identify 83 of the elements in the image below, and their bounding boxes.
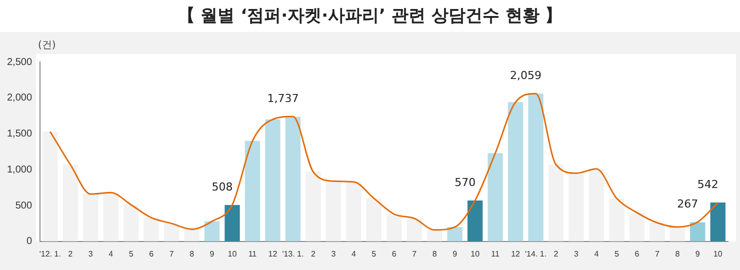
bar (710, 202, 726, 242)
bar (488, 153, 503, 242)
bar (164, 223, 180, 242)
x-tick-label: 10 (470, 249, 480, 258)
x-tick-label: 5 (614, 249, 620, 258)
bar (548, 164, 564, 242)
y-tick-label: 500 (15, 200, 32, 212)
x-tick-label: 8 (432, 249, 438, 258)
bar (427, 230, 442, 242)
x-tick-label: 2 (310, 249, 316, 258)
bar (326, 181, 342, 242)
bar (123, 204, 139, 242)
x-tick-label: 6 (634, 249, 640, 258)
y-tick-label: 1,500 (6, 128, 32, 140)
bar (42, 132, 58, 242)
x-tick-label: 6 (392, 249, 397, 258)
data-label: 570 (454, 176, 476, 189)
bar (366, 198, 382, 242)
x-tick-label: 8 (675, 249, 680, 258)
bar (386, 214, 402, 242)
bar (244, 140, 260, 242)
x-tick-label: 2 (68, 249, 74, 258)
y-tick-label: 2,500 (6, 56, 32, 68)
x-tick-label: 3 (574, 249, 580, 258)
x-tick-label: 7 (412, 249, 418, 258)
chart-title: 【 월별 ‘점퍼·자켓·사파리’ 관련 상담건수 현황 】 (176, 5, 564, 28)
x-tick-label: '12. 1. (39, 249, 61, 258)
x-tick-label: 2 (554, 249, 559, 258)
data-label: 267 (677, 198, 698, 211)
x-tick-label: 4 (108, 249, 114, 258)
bar (265, 119, 280, 242)
x-tick-label: '14. 1. (525, 249, 547, 258)
line-series (49, 92, 719, 231)
x-tick-label: 11 (491, 249, 500, 258)
x-tick-label: 3 (88, 249, 94, 258)
x-tick-label: 9 (452, 249, 458, 258)
bar (467, 200, 483, 242)
bar (62, 164, 78, 242)
x-tick-label: 5 (372, 249, 377, 258)
bar (184, 229, 200, 242)
bar (670, 227, 685, 242)
data-label: 1,737 (267, 92, 299, 106)
bar (508, 102, 524, 242)
x-tick-label: 3 (331, 249, 336, 258)
bar (588, 168, 604, 242)
data-label: 508 (212, 180, 233, 194)
x-tick-label: 7 (654, 249, 660, 258)
x-tick-label: 12 (511, 249, 521, 258)
bar (568, 173, 584, 242)
data-label: 542 (697, 178, 718, 191)
x-tick-label: 11 (248, 249, 258, 258)
x-tick-label: 4 (594, 249, 600, 258)
x-tick-label: 10 (228, 249, 238, 258)
x-tick-label: 6 (149, 249, 154, 258)
bar (447, 227, 462, 242)
bar (406, 218, 422, 242)
x-tick-label: 10 (713, 249, 723, 258)
x-tick-label: 9 (695, 249, 700, 258)
y-tick-label: 0 (26, 236, 32, 248)
x-tick-label: '13. 1. (282, 249, 304, 258)
y-axis-title: (건) (38, 39, 56, 52)
x-tick-label: 4 (351, 249, 356, 258)
bar (690, 222, 706, 242)
bar (629, 212, 645, 242)
x-tick-label: 12 (268, 249, 278, 258)
bar (650, 222, 665, 242)
data-label: 2,059 (510, 69, 542, 82)
bar (83, 194, 98, 242)
bar (144, 218, 159, 242)
bar (204, 221, 220, 242)
x-tick-label: 8 (190, 249, 195, 258)
x-tick-label: 5 (128, 249, 134, 258)
y-tick-label: 2,000 (6, 92, 32, 104)
bar (224, 204, 240, 242)
bar (528, 94, 544, 242)
bar (346, 182, 362, 242)
x-tick-label: 9 (210, 249, 215, 258)
bar (306, 172, 321, 242)
bar (285, 116, 301, 242)
bar (103, 192, 118, 242)
bar (609, 198, 624, 242)
x-tick-label: 7 (169, 249, 174, 258)
y-tick-label: 1,000 (6, 164, 32, 176)
